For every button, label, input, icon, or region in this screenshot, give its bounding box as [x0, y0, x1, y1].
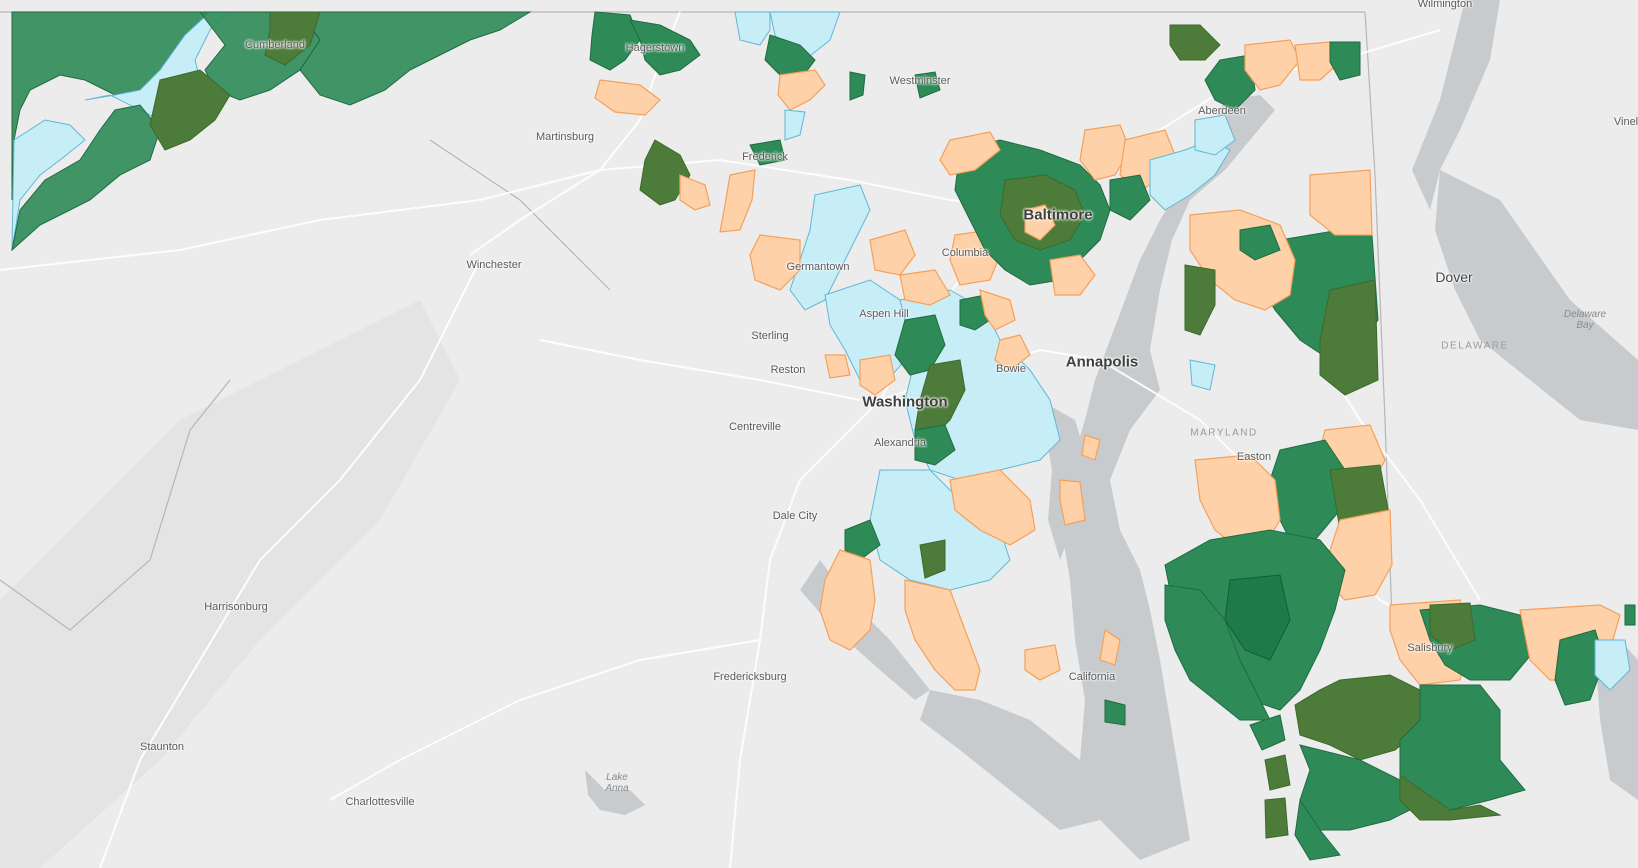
district-orange[interactable] — [859, 354, 896, 396]
district-orange[interactable] — [719, 169, 756, 233]
delaware-bay — [1435, 170, 1638, 430]
district-orange[interactable] — [979, 289, 1016, 331]
district-olive[interactable] — [1169, 24, 1221, 61]
district-orange[interactable] — [1049, 254, 1096, 296]
district-green[interactable] — [1239, 224, 1281, 261]
district-green[interactable] — [849, 71, 866, 101]
district-olive[interactable] — [1264, 797, 1289, 839]
district-orange[interactable] — [869, 229, 916, 276]
district-olive[interactable] — [1184, 264, 1216, 336]
district-orange[interactable] — [1294, 41, 1341, 81]
district-orange[interactable] — [1059, 479, 1086, 526]
western-maryland-districts — [11, 11, 532, 252]
district-blue[interactable] — [1149, 139, 1231, 211]
metro-districts — [749, 24, 1361, 591]
district-orange[interactable] — [1081, 434, 1101, 461]
district-green[interactable] — [914, 424, 956, 466]
district-orange[interactable] — [994, 334, 1031, 371]
terrain-shade — [0, 300, 460, 868]
district-blue[interactable] — [784, 109, 806, 141]
eastern-shore-districts — [1164, 169, 1636, 861]
district-green[interactable] — [629, 19, 701, 76]
district-orange[interactable] — [1024, 204, 1056, 241]
district-green[interactable] — [11, 104, 161, 252]
district-blue[interactable] — [11, 119, 86, 251]
district-olive[interactable] — [1429, 602, 1476, 651]
chesapeake-bay — [1060, 95, 1275, 860]
district-orange[interactable] — [1309, 169, 1373, 236]
district-olive[interactable] — [919, 539, 946, 579]
district-green[interactable] — [1399, 684, 1526, 811]
district-orange[interactable] — [819, 549, 876, 651]
district-olive[interactable] — [1399, 774, 1502, 821]
southern-maryland-districts — [819, 434, 1126, 726]
district-green[interactable] — [1299, 744, 1421, 831]
district-orange[interactable] — [1079, 124, 1131, 181]
district-blue[interactable] — [734, 11, 771, 46]
district-olive[interactable] — [264, 11, 321, 66]
district-blue[interactable] — [1189, 359, 1216, 391]
district-orange[interactable] — [824, 354, 851, 379]
district-green[interactable] — [1164, 584, 1271, 721]
potomac-mouth — [920, 690, 1100, 830]
district-blue[interactable] — [1594, 639, 1631, 691]
district-orange[interactable] — [1024, 644, 1061, 681]
district-orange[interactable] — [594, 79, 661, 116]
district-green[interactable] — [749, 139, 786, 166]
district-green[interactable] — [589, 11, 641, 71]
district-orange[interactable] — [939, 131, 1001, 176]
delaware-river — [1412, 0, 1500, 210]
district-olive[interactable] — [1264, 754, 1291, 791]
lake-anna — [585, 770, 645, 815]
district-orange[interactable] — [899, 269, 951, 306]
district-orange[interactable] — [949, 469, 1036, 546]
district-orange[interactable] — [1099, 628, 1121, 666]
district-orange[interactable] — [777, 69, 826, 111]
district-olive[interactable] — [149, 69, 231, 151]
district-orange[interactable] — [1244, 39, 1301, 91]
district-orange[interactable] — [749, 234, 801, 291]
district-green[interactable] — [1249, 714, 1286, 751]
district-green[interactable] — [1554, 629, 1606, 706]
district-orange[interactable] — [679, 174, 711, 211]
district-green[interactable] — [1294, 798, 1341, 861]
district-green[interactable] — [914, 71, 941, 99]
district-green[interactable] — [1109, 174, 1151, 221]
district-olive[interactable] — [1319, 279, 1379, 396]
district-blue[interactable] — [1194, 114, 1236, 156]
district-green[interactable] — [1329, 41, 1361, 81]
district-blue[interactable] — [789, 184, 871, 311]
district-green[interactable] — [844, 519, 881, 561]
district-green[interactable] — [1624, 604, 1636, 626]
district-orange[interactable] — [904, 579, 981, 691]
district-green[interactable] — [1104, 699, 1126, 726]
district-green[interactable] — [299, 11, 532, 106]
central-west-districts — [589, 11, 941, 233]
district-olive[interactable] — [639, 139, 691, 206]
